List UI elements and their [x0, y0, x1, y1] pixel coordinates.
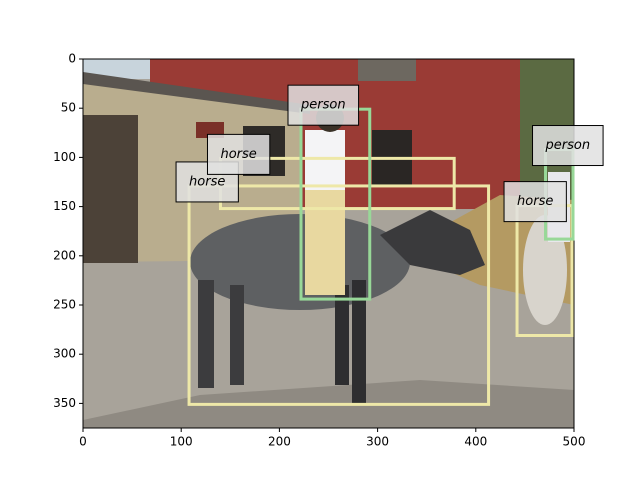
x-tick-label: 400	[464, 435, 487, 449]
label-background	[287, 84, 360, 126]
y-tick-label: 200	[53, 248, 76, 262]
label-background	[503, 181, 567, 223]
box-label: horse	[189, 174, 225, 189]
bounding-box	[187, 184, 491, 406]
x-tick-label: 500	[563, 435, 586, 449]
x-tick-label: 200	[268, 435, 291, 449]
box-label: person	[545, 138, 591, 153]
y-tick-label: 250	[53, 298, 76, 312]
axes-frame	[82, 58, 575, 429]
x-tick-label: 100	[170, 435, 193, 449]
label-background	[206, 133, 271, 175]
box-label: horse	[517, 194, 553, 209]
box-label: person	[300, 98, 346, 113]
y-tick-label: 350	[53, 396, 76, 410]
x-tick-label: 0	[79, 435, 87, 449]
y-tick-label: 0	[68, 52, 76, 66]
box-label: horse	[220, 147, 256, 162]
x-tick-label: 300	[366, 435, 389, 449]
y-tick-label: 50	[61, 101, 76, 115]
y-tick-label: 100	[53, 150, 76, 164]
y-tick-label: 150	[53, 199, 76, 213]
y-tick-label: 300	[53, 347, 76, 361]
label-background	[532, 125, 604, 167]
